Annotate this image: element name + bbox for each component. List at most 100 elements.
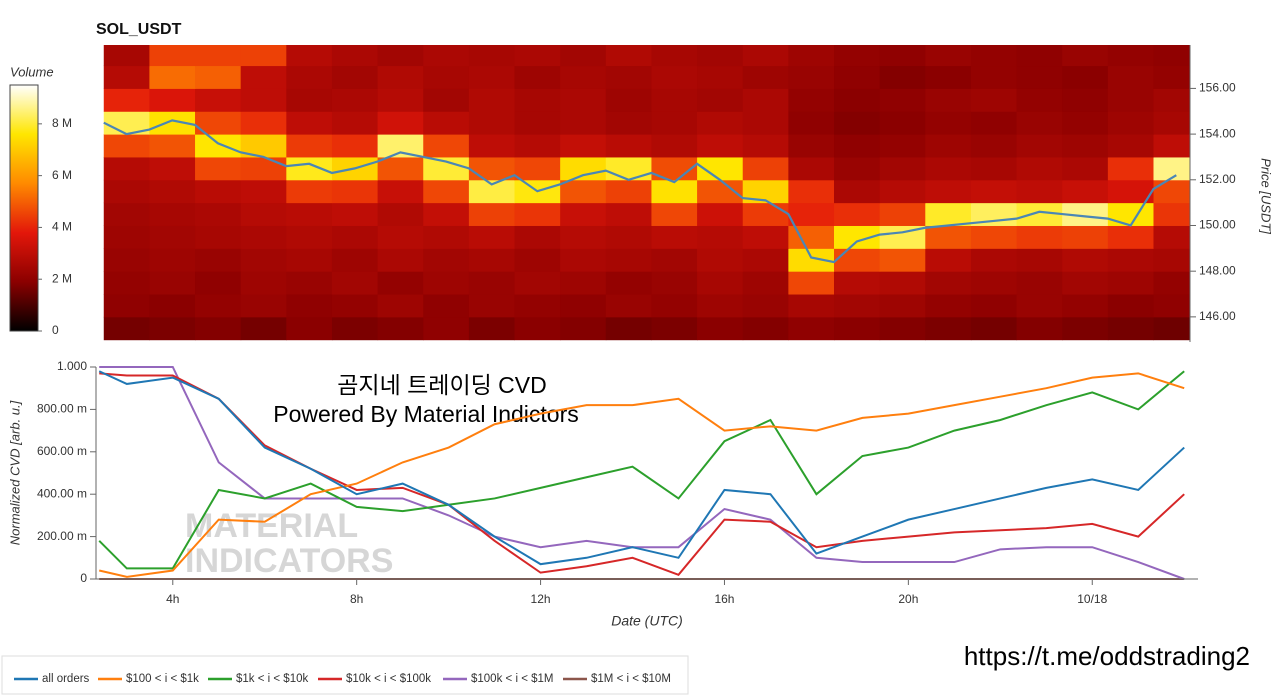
heat-cell [970, 225, 1018, 249]
heat-cell [788, 179, 835, 204]
y-tick-label: 200.00 m [37, 529, 87, 543]
heat-cell [834, 271, 881, 295]
heat-cell [1062, 45, 1109, 67]
heat-cell [560, 134, 607, 158]
y-tick-label: 800.00 m [37, 402, 87, 416]
heat-cell [925, 45, 972, 67]
heat-cell [697, 202, 744, 226]
heat-cell [195, 88, 242, 112]
heat-cell [331, 45, 379, 67]
heat-cell [879, 316, 926, 341]
heat-cell [1062, 225, 1109, 249]
heat-cell [514, 111, 561, 135]
heat-cell [1153, 271, 1190, 295]
heat-cell [468, 316, 516, 341]
y-axis-label: Price [USDT] [1259, 158, 1274, 234]
heat-cell [834, 88, 881, 112]
heat-cell [925, 294, 972, 318]
heat-cell [1016, 88, 1063, 112]
heat-cell [879, 65, 926, 89]
heat-cell [103, 225, 150, 249]
heat-cell [879, 45, 926, 67]
heat-cell [1062, 134, 1109, 158]
heat-cell [697, 156, 744, 181]
heat-cell [195, 65, 242, 89]
series-line [98, 370, 1185, 566]
heat-cell [788, 134, 835, 158]
heat-cell [286, 156, 333, 181]
y-tick-label: 154.00 [1199, 126, 1236, 140]
heat-cell [377, 156, 424, 181]
heat-cell [240, 248, 287, 272]
heat-cell [1107, 248, 1154, 272]
heat-cell [331, 179, 379, 204]
heat-cell [240, 294, 287, 318]
heat-cell [651, 156, 698, 181]
heat-cell [240, 111, 287, 135]
heat-cell [605, 271, 652, 295]
legend-label: $100 < i < $1k [126, 673, 199, 685]
heat-cell [742, 111, 789, 135]
heat-cell [1062, 271, 1109, 295]
heat-cell [514, 248, 561, 272]
y-tick-label: 400.00 m [37, 486, 87, 500]
heat-cell [423, 316, 470, 341]
heat-cell [970, 156, 1018, 181]
heat-cell [377, 316, 424, 341]
heat-cell [560, 45, 607, 67]
heat-cell [1062, 88, 1109, 112]
heat-cell [149, 134, 196, 158]
heat-cell [651, 202, 698, 226]
heat-cell [103, 316, 150, 341]
heat-cell [423, 225, 470, 249]
heat-cell [1107, 65, 1154, 89]
heat-cell [195, 202, 242, 226]
legend-box [1, 655, 689, 695]
heat-cell [651, 111, 698, 135]
heat-cell [149, 316, 196, 341]
colorbar-tick-label: 0 [52, 323, 59, 337]
heat-cell [149, 294, 196, 318]
heat-cell [1062, 179, 1109, 204]
heat-cell [925, 248, 972, 272]
heat-cell [1062, 316, 1109, 341]
heat-cell [788, 316, 835, 341]
heat-cell [331, 65, 379, 89]
heat-cell [423, 111, 470, 135]
heat-cell [1153, 134, 1190, 158]
heat-cell [1107, 225, 1154, 249]
heat-cell [834, 248, 881, 272]
heat-cell [195, 179, 242, 204]
heat-cell [468, 111, 516, 135]
heat-cell [331, 316, 379, 341]
heat-cell [240, 45, 287, 67]
heat-cell [514, 45, 561, 67]
heat-cell [651, 271, 698, 295]
x-tick-label: 8h [350, 592, 363, 606]
heat-cell [1153, 111, 1190, 135]
heat-cell [925, 271, 972, 295]
heat-cell [240, 88, 287, 112]
heat-cell [514, 202, 561, 226]
heat-cell [605, 88, 652, 112]
heat-cell [514, 156, 561, 181]
heat-cell [1107, 294, 1154, 318]
heat-cell [925, 225, 972, 249]
heat-cell [377, 202, 424, 226]
heat-cell [605, 45, 652, 67]
heat-cell [149, 202, 196, 226]
heat-cell [697, 294, 744, 318]
heat-cell [286, 225, 333, 249]
heat-cell [377, 179, 424, 204]
heat-cell [1153, 179, 1190, 204]
heat-cell [423, 65, 470, 89]
x-tick-label: 10/18 [1077, 592, 1107, 606]
heat-cell [149, 45, 196, 67]
heat-cell [468, 179, 516, 204]
heat-cell [834, 202, 881, 226]
legend-label: all orders [42, 673, 90, 685]
annotation: 곰지네 트레이딩 CVD [337, 372, 546, 398]
heat-cell [1107, 316, 1154, 341]
heat-cell [742, 248, 789, 272]
heat-cell [697, 65, 744, 89]
